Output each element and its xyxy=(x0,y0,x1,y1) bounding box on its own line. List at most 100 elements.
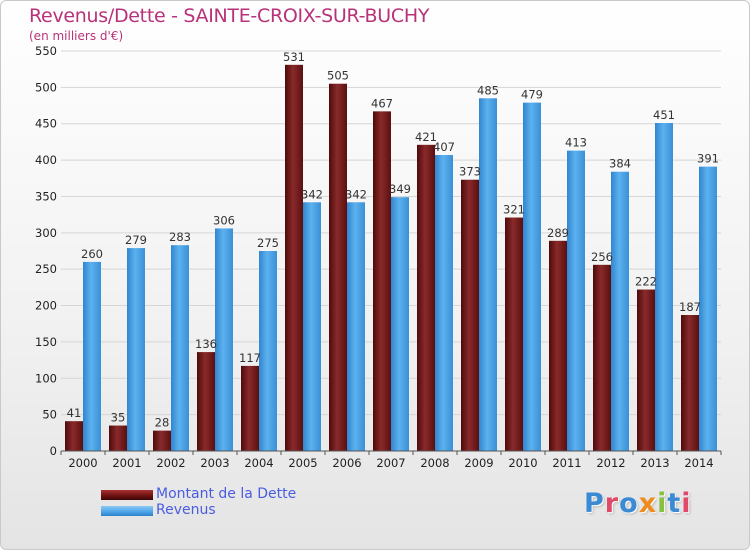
bar-debt-2003 xyxy=(197,352,215,451)
bar-revenus-2009 xyxy=(479,98,497,451)
x-tick-label-2009: 2009 xyxy=(464,456,493,470)
bar-debt-2013 xyxy=(637,289,655,451)
y-tick-label: 300 xyxy=(35,226,57,240)
x-tick-label-2003: 2003 xyxy=(200,456,229,470)
data-label-debt-2014: 187 xyxy=(679,300,701,314)
bar-revenus-2014 xyxy=(699,166,717,452)
bar-debt-2004 xyxy=(241,365,259,451)
data-label-revenus-2014: 391 xyxy=(697,152,719,166)
y-tick-label: 50 xyxy=(42,408,57,422)
x-tick-label-2012: 2012 xyxy=(596,456,625,470)
x-tick-label-2004: 2004 xyxy=(244,456,273,470)
data-label-debt-2010: 321 xyxy=(503,203,525,217)
data-label-revenus-2000: 260 xyxy=(81,247,103,261)
y-tick-label: 250 xyxy=(35,262,57,276)
data-label-debt-2005: 531 xyxy=(283,50,305,64)
x-tick-label-2001: 2001 xyxy=(112,456,141,470)
x-tick-label-2008: 2008 xyxy=(420,456,449,470)
bar-debt-2010 xyxy=(505,217,523,451)
bar-revenus-2005 xyxy=(303,202,321,451)
data-label-debt-2007: 467 xyxy=(371,96,393,110)
y-tick-label: 100 xyxy=(35,371,57,385)
bar-debt-2014 xyxy=(681,315,699,451)
y-axis-ticks: 0 50 100 150 200 250 300 350 400 450 500 550 xyxy=(35,44,57,458)
y-tick-label: 550 xyxy=(35,44,57,58)
chart-unit-label: (en milliers d'€) xyxy=(29,29,124,43)
data-labels: 41 260 35 279 28 283 136 306 117 275 531 342 505 342 4… xyxy=(67,50,719,430)
x-tick-label-2006: 2006 xyxy=(332,456,361,470)
x-tick-label-2011: 2011 xyxy=(552,456,581,470)
data-label-debt-2001: 35 xyxy=(111,411,126,425)
x-tick-label-2010: 2010 xyxy=(508,456,537,470)
bar-debt-2001 xyxy=(109,425,127,451)
chart-title: Revenus/Dette - SAINTE-CROIX-SUR-BUCHY xyxy=(29,5,430,27)
data-label-debt-2003: 136 xyxy=(195,337,217,351)
bar-debt-2007 xyxy=(373,111,391,451)
y-tick-label: 500 xyxy=(35,80,57,94)
bar-debt-2005 xyxy=(285,64,303,451)
x-tick-label-2013: 2013 xyxy=(640,456,669,470)
bar-revenus-2000 xyxy=(83,261,101,451)
data-label-debt-2008: 421 xyxy=(415,130,437,144)
bar-revenus-2008 xyxy=(435,155,453,451)
data-label-debt-2009: 373 xyxy=(459,165,481,179)
x-tick-label-2000: 2000 xyxy=(68,456,97,470)
bar-revenus-2011 xyxy=(567,150,585,452)
y-tick-label: 0 xyxy=(50,444,57,458)
bar-debt-2009 xyxy=(461,179,479,451)
proxiti-logo: Proxiti xyxy=(584,488,692,519)
bar-debt-2002 xyxy=(153,430,171,451)
bar-revenus-2012 xyxy=(611,171,629,451)
y-tick-label: 400 xyxy=(35,153,57,167)
data-label-debt-2002: 28 xyxy=(155,416,170,430)
x-tick-label-2005: 2005 xyxy=(288,456,317,470)
data-label-debt-2000: 41 xyxy=(67,406,82,420)
data-label-debt-2006: 505 xyxy=(327,69,349,83)
y-tick-label: 150 xyxy=(35,335,57,349)
bar-revenus-2007 xyxy=(391,197,409,451)
bar-revenus-2002 xyxy=(171,245,189,451)
bar-debt-2000 xyxy=(65,421,83,451)
data-label-revenus-2005: 342 xyxy=(301,187,323,201)
bar-revenus-2004 xyxy=(259,251,277,451)
data-label-revenus-2008: 407 xyxy=(433,140,455,154)
x-tick-label-2014: 2014 xyxy=(684,456,713,470)
data-label-revenus-2013: 451 xyxy=(653,108,675,122)
legend-label-revenus: Revenus xyxy=(156,502,216,518)
data-label-debt-2011: 289 xyxy=(547,226,569,240)
data-label-revenus-2002: 283 xyxy=(169,230,191,244)
bar-revenus-2006 xyxy=(347,202,365,451)
data-label-revenus-2003: 306 xyxy=(213,213,235,227)
bars xyxy=(65,64,717,452)
legend-label-debt: Montant de la Dette xyxy=(156,486,297,502)
y-tick-label: 350 xyxy=(35,189,57,203)
legend-swatch-debt xyxy=(101,490,153,500)
data-label-revenus-2010: 479 xyxy=(521,88,543,102)
bar-debt-2006 xyxy=(329,83,347,452)
data-label-debt-2012: 256 xyxy=(591,250,613,264)
data-label-revenus-2004: 275 xyxy=(257,236,279,250)
bar-revenus-2013 xyxy=(655,123,673,451)
bar-revenus-2003 xyxy=(215,228,233,451)
data-label-revenus-2007: 349 xyxy=(389,182,411,196)
x-axis-ticks: 2000 2001 2002 2003 2004 2005 2006 2007 2008 2009… xyxy=(60,451,722,470)
y-tick-label: 450 xyxy=(35,117,57,131)
x-tick-label-2007: 2007 xyxy=(376,456,405,470)
data-label-revenus-2006: 342 xyxy=(345,187,367,201)
data-label-revenus-2011: 413 xyxy=(565,136,587,150)
x-tick-label-2002: 2002 xyxy=(156,456,185,470)
bar-revenus-2001 xyxy=(127,248,145,451)
bar-debt-2011 xyxy=(549,240,567,451)
data-label-debt-2013: 222 xyxy=(635,275,657,289)
bar-debt-2008 xyxy=(417,144,435,451)
bar-revenus-2010 xyxy=(523,102,541,452)
y-tick-label: 200 xyxy=(35,299,57,313)
data-label-debt-2004: 117 xyxy=(239,351,261,365)
data-label-revenus-2009: 485 xyxy=(477,83,499,97)
bar-debt-2012 xyxy=(593,264,611,451)
legend-swatch-revenus xyxy=(101,506,153,516)
data-label-revenus-2012: 384 xyxy=(609,157,631,171)
data-label-revenus-2001: 279 xyxy=(125,233,147,247)
